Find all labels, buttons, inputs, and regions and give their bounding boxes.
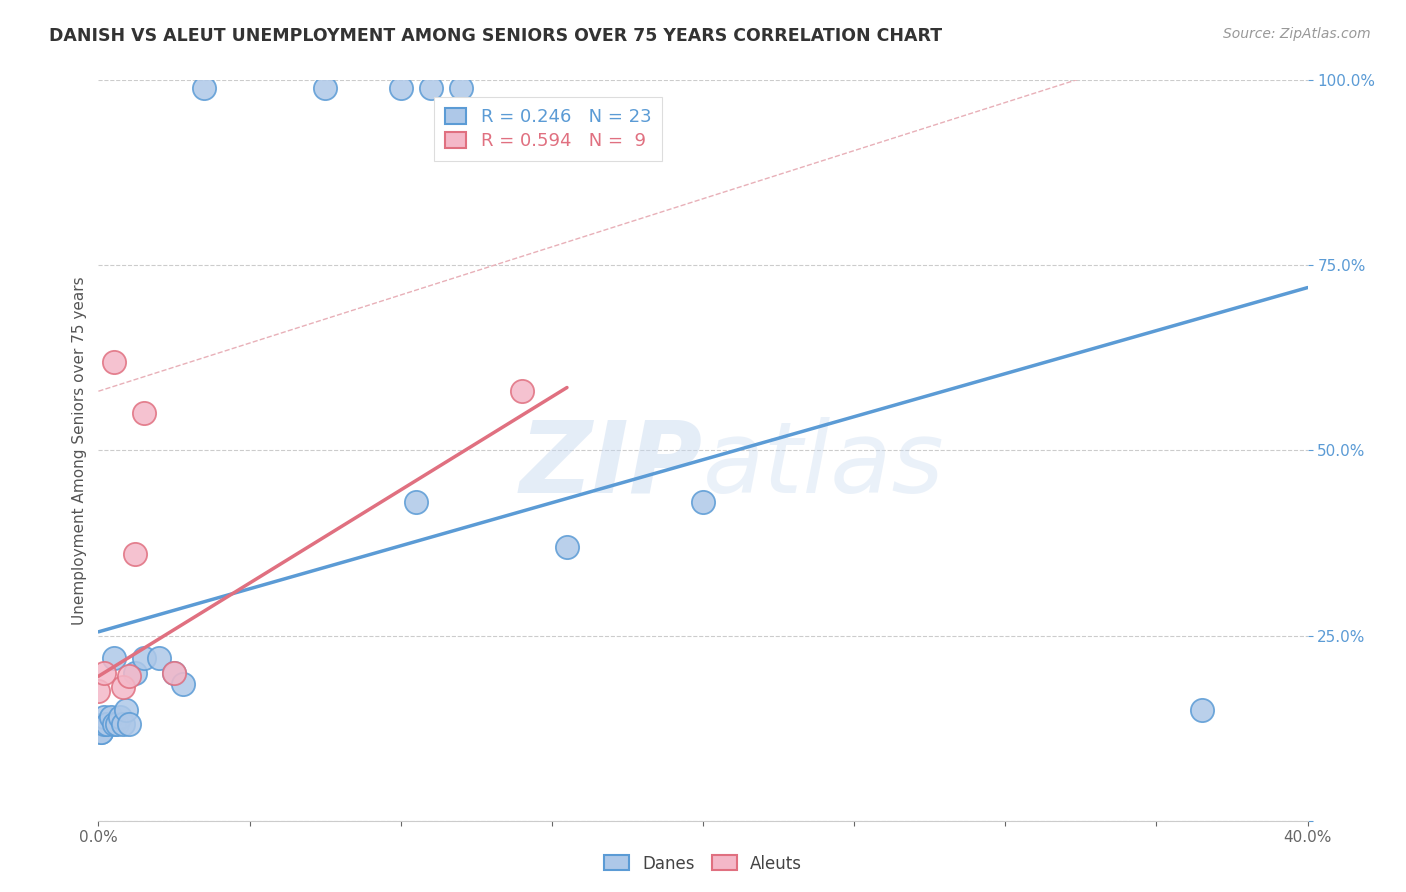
Point — [450, 80, 472, 95]
Point — [510, 384, 533, 399]
Point — [103, 717, 125, 731]
Point — [193, 80, 215, 95]
Text: ZIP: ZIP — [520, 417, 703, 514]
Point — [555, 540, 578, 554]
Y-axis label: Unemployment Among Seniors over 75 years: Unemployment Among Seniors over 75 years — [72, 277, 87, 624]
Point — [405, 495, 427, 509]
Point — [100, 710, 122, 724]
Point — [87, 684, 110, 698]
Point — [108, 710, 131, 724]
Point — [93, 717, 115, 731]
Point — [124, 665, 146, 680]
Text: atlas: atlas — [703, 417, 945, 514]
Point — [148, 650, 170, 665]
Point — [163, 665, 186, 680]
Point — [105, 717, 128, 731]
Point — [93, 665, 115, 680]
Point — [1191, 703, 1213, 717]
Point — [111, 717, 134, 731]
Point — [103, 354, 125, 368]
Point — [692, 495, 714, 509]
Text: Source: ZipAtlas.com: Source: ZipAtlas.com — [1223, 27, 1371, 41]
Legend: R = 0.246   N = 23, R = 0.594   N =  9: R = 0.246 N = 23, R = 0.594 N = 9 — [434, 96, 662, 161]
Point — [132, 650, 155, 665]
Point — [103, 650, 125, 665]
Point — [172, 676, 194, 690]
Point — [124, 547, 146, 561]
Point — [96, 717, 118, 731]
Point — [314, 80, 336, 95]
Point — [389, 80, 412, 95]
Point — [90, 724, 112, 739]
Text: DANISH VS ALEUT UNEMPLOYMENT AMONG SENIORS OVER 75 YEARS CORRELATION CHART: DANISH VS ALEUT UNEMPLOYMENT AMONG SENIO… — [49, 27, 942, 45]
Point — [132, 407, 155, 421]
Point — [90, 724, 112, 739]
Legend: Danes, Aleuts: Danes, Aleuts — [598, 848, 808, 880]
Point — [163, 665, 186, 680]
Point — [420, 80, 443, 95]
Point — [118, 717, 141, 731]
Point — [93, 710, 115, 724]
Point — [114, 703, 136, 717]
Point — [118, 669, 141, 683]
Point — [111, 681, 134, 695]
